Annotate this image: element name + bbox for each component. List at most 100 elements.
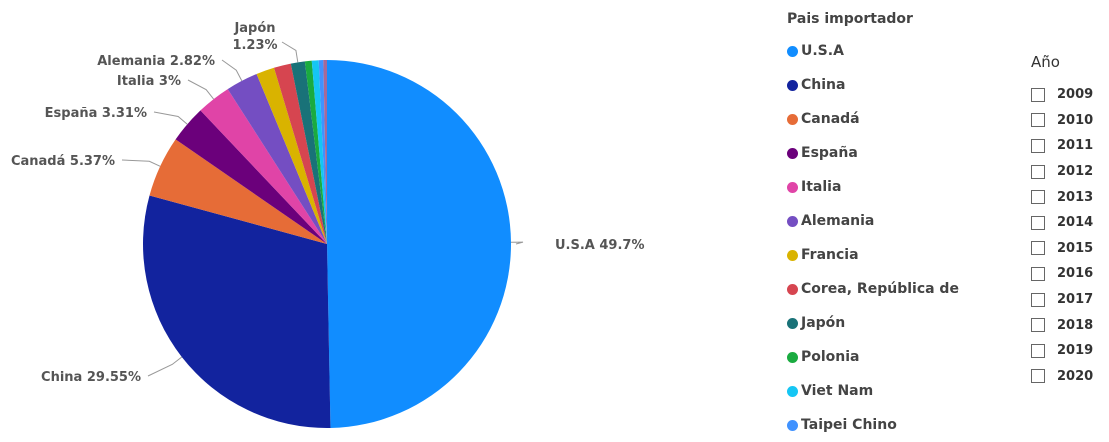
pie-slice-otros[interactable] [323, 60, 327, 244]
legend-label: Taipei Chino [801, 417, 897, 433]
legend-dot-icon [787, 147, 798, 159]
data-label: Canadá 5.37% [11, 154, 115, 169]
leader-line [187, 79, 214, 100]
legend-item[interactable]: Japón [787, 306, 997, 340]
legend-items: U.S.A China Canadá España Italia Alemania Fran… [787, 34, 997, 442]
pie-slice-corea-república-de[interactable] [274, 63, 327, 244]
year-label: 2016 [1057, 266, 1094, 282]
leader-line [147, 356, 183, 377]
pie-slice-italia[interactable] [200, 89, 327, 244]
checkbox[interactable] [1031, 266, 1045, 281]
legend-label: Canadá [801, 111, 860, 127]
legend-dot-icon [787, 283, 798, 295]
legend-dot-icon [787, 385, 798, 397]
data-label: U.S.A 49.7% [555, 238, 644, 253]
pie-slice-taipei-chino[interactable] [318, 60, 327, 245]
year-label: 2009 [1057, 87, 1094, 103]
leader-line [221, 59, 243, 82]
legend-item[interactable]: España [787, 136, 997, 170]
legend-dot-icon [787, 317, 798, 329]
legend-item[interactable]: Polonia [787, 340, 997, 374]
pie-slices [142, 60, 512, 428]
legend-label: Corea, República de [801, 281, 959, 297]
pie-slice-alemania[interactable] [227, 74, 327, 244]
slicer-title: Año [1031, 53, 1060, 71]
year-label: 2012 [1057, 164, 1094, 180]
data-label: China 29.55% [41, 370, 141, 385]
legend-label: Alemania [801, 213, 875, 229]
legend-label: Polonia [801, 349, 860, 365]
year-slicer: Año 2009 2010 2011 2012 2013 2014 2015 2016 2017… [1031, 50, 1107, 389]
checkbox[interactable] [1031, 343, 1045, 358]
year-option[interactable]: 2015 [1031, 236, 1107, 262]
year-label: 2015 [1057, 240, 1094, 256]
legend-label: U.S.A [801, 43, 844, 59]
year-option[interactable]: 2013 [1031, 184, 1107, 210]
year-label: 2014 [1057, 215, 1094, 231]
year-option[interactable]: 2011 [1031, 133, 1107, 159]
checkbox[interactable] [1031, 87, 1045, 102]
checkbox[interactable] [1031, 138, 1045, 153]
year-option[interactable]: 2018 [1031, 312, 1107, 338]
year-label: 2013 [1057, 189, 1094, 205]
checkbox[interactable] [1031, 369, 1045, 384]
checkbox[interactable] [1031, 241, 1045, 256]
legend-item[interactable]: Francia [787, 238, 997, 272]
pie-labels: U.S.A 49.7% China 29.55% Canadá 5.37% Españ… [11, 21, 645, 385]
legend-title: Pais importador [787, 11, 913, 27]
year-option[interactable]: 2020 [1031, 364, 1107, 390]
checkbox[interactable] [1031, 318, 1045, 333]
data-label: Italia 3% [117, 74, 181, 89]
legend-item[interactable]: Canadá [787, 102, 997, 136]
legend-item[interactable]: Taipei Chino [787, 408, 997, 442]
legend-item[interactable]: Corea, República de [787, 272, 997, 306]
data-label: España 3.31% [45, 106, 147, 121]
year-option[interactable]: 2017 [1031, 287, 1107, 313]
legend-item[interactable]: Italia [787, 170, 997, 204]
pie-slice-españa[interactable] [175, 110, 327, 245]
leader-line [281, 41, 299, 63]
leader-line [121, 159, 161, 167]
year-label: 2010 [1057, 112, 1094, 128]
legend-dot-icon [787, 419, 798, 431]
checkbox[interactable] [1031, 292, 1045, 307]
year-label: 2018 [1057, 317, 1094, 333]
legend-dot-icon [787, 79, 798, 91]
year-option[interactable]: 2010 [1031, 108, 1107, 134]
leader-line [153, 111, 188, 125]
pie-slice-francia[interactable] [256, 67, 327, 245]
checkbox[interactable] [1031, 113, 1045, 128]
year-list: 2009 2010 2011 2012 2013 2014 2015 2016 2017 2018… [1031, 82, 1107, 389]
pie-slice-canadá[interactable] [149, 139, 327, 244]
pie-slice-japón[interactable] [290, 61, 327, 245]
legend-dot-icon [787, 249, 798, 261]
legend-item[interactable]: U.S.A [787, 34, 997, 68]
legend-dot-icon [787, 215, 798, 227]
year-option[interactable]: 2012 [1031, 159, 1107, 185]
pie-slice-viet-nam[interactable] [311, 60, 327, 245]
pie-slice-u-s-a[interactable] [327, 60, 512, 428]
pie-slice-polonia[interactable] [304, 60, 327, 245]
year-option[interactable]: 2016 [1031, 261, 1107, 287]
year-option[interactable]: 2009 [1031, 82, 1107, 108]
legend-dot-icon [787, 181, 798, 193]
checkbox[interactable] [1031, 190, 1045, 205]
year-label: 2017 [1057, 292, 1094, 308]
legend-label: Italia [801, 179, 842, 195]
legend: Pais importador U.S.A China Canadá España It… [787, 8, 997, 442]
year-option[interactable]: 2019 [1031, 338, 1107, 364]
data-label: Alemania 2.82% [97, 54, 215, 69]
legend-label: Japón [801, 315, 846, 331]
legend-item[interactable]: China [787, 68, 997, 102]
legend-item[interactable]: Viet Nam [787, 374, 997, 408]
legend-label: Francia [801, 247, 859, 263]
year-option[interactable]: 2014 [1031, 210, 1107, 236]
legend-item[interactable]: Alemania [787, 204, 997, 238]
data-label: 1.23% [232, 38, 277, 53]
checkbox[interactable] [1031, 215, 1045, 230]
legend-label: España [801, 145, 858, 161]
pie-slice-china[interactable] [142, 195, 331, 428]
checkbox[interactable] [1031, 164, 1045, 179]
year-label: 2020 [1057, 368, 1094, 384]
year-label: 2011 [1057, 138, 1094, 154]
